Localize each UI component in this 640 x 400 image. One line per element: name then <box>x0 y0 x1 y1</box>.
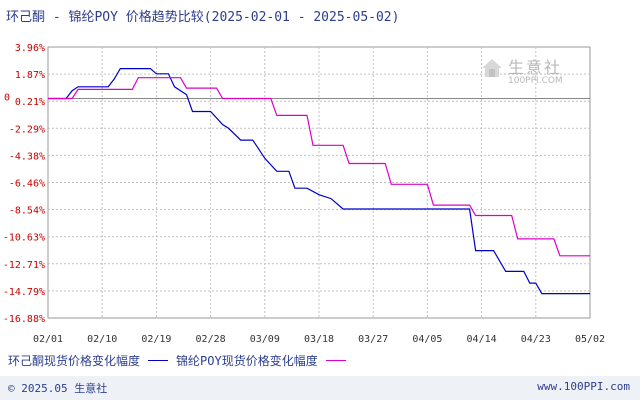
y-tick-label: 1.87% <box>15 70 45 81</box>
y-tick-label: -8.54% <box>9 206 45 217</box>
x-tick-label: 03/09 <box>250 334 280 345</box>
legend-line-series1 <box>148 360 169 361</box>
x-tick-label: 02/19 <box>141 334 171 345</box>
x-tick-label: 04/23 <box>521 334 551 345</box>
copyright-text: © 2025.05 生意社 <box>8 382 108 395</box>
legend: 环己酮现货价格变化幅度 锦纶POY现货价格变化幅度 <box>8 352 354 369</box>
series-line-1 <box>48 67 590 295</box>
x-tick-label: 03/18 <box>304 334 334 345</box>
y-tick-label: -6.46% <box>9 179 45 190</box>
x-tick-label: 03/27 <box>358 334 388 345</box>
site-url-link[interactable]: www.100PPI.com <box>537 380 630 393</box>
legend-label-series2: 锦纶POY现货价格变化幅度 <box>176 354 318 368</box>
x-tick-label: 02/28 <box>196 334 226 345</box>
house-logo-icon <box>482 59 502 77</box>
watermark-name: 生意社 <box>508 58 563 77</box>
x-tick-label: 02/10 <box>87 334 117 345</box>
y-tick-label: -2.29% <box>9 124 45 135</box>
y-tick-label: 0.21% <box>15 97 45 108</box>
series-line-2 <box>48 77 590 257</box>
y-tick-label: -16.88% <box>3 314 45 325</box>
watermark-url: 100PPI.COM <box>508 76 563 86</box>
x-tick-label: 04/05 <box>412 334 442 345</box>
watermark: 生意社 100PPI.COM <box>476 52 576 96</box>
zero-label: 0 <box>4 92 10 103</box>
legend-line-series2 <box>325 360 346 361</box>
x-tick-label: 04/14 <box>467 334 497 345</box>
y-tick-label: -4.38% <box>9 151 45 162</box>
y-tick-label: -12.71% <box>3 260 45 271</box>
x-tick-label: 02/01 <box>33 334 63 345</box>
y-tick-label: -10.63% <box>3 233 45 244</box>
footer-bar <box>0 376 640 400</box>
y-tick-label: 3.96% <box>15 43 45 54</box>
y-tick-label: -14.79% <box>3 287 45 298</box>
chart-title: 环己酮 - 锦纶POY 价格趋势比较(2025-02-01 - 2025-05-… <box>6 10 400 25</box>
legend-label-series1: 环己酮现货价格变化幅度 <box>8 354 141 368</box>
x-tick-label: 05/02 <box>575 334 605 345</box>
